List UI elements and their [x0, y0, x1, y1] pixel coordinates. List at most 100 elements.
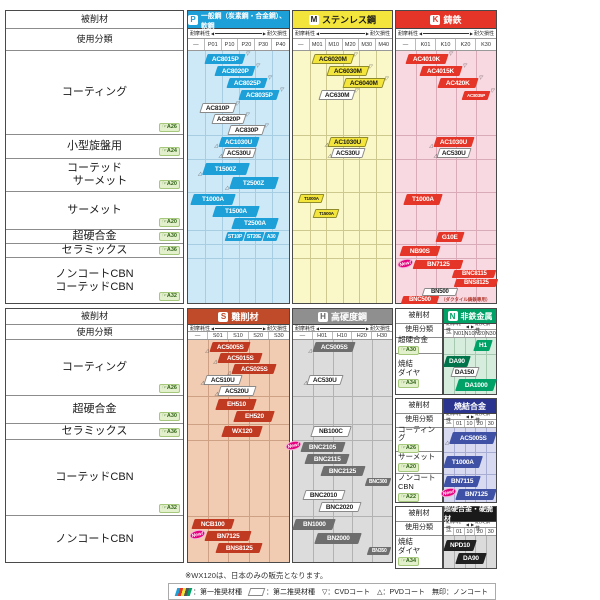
- wear-resistance-label: 耐摩耗性: [295, 31, 316, 37]
- pvd-coat-icon: △: [213, 143, 220, 149]
- usage-code-10: 10: [465, 420, 476, 427]
- grid-row-line: [293, 424, 392, 425]
- grid-row-line: [396, 244, 496, 245]
- grade-chip-AC8035P: AC8035P ▽: [238, 87, 285, 100]
- legend: ：第一推奨材種 ：第二推奨材種 ▽：CVDコート △：PVDコート 無印：ノンコ…: [168, 583, 496, 600]
- material-letter-badge: H: [317, 311, 328, 322]
- cvd-coat-icon: ▽: [383, 76, 390, 82]
- wear-fracture-axis: 耐摩耗性◀ ▶耐欠損性: [188, 29, 289, 39]
- grid-col-line: [310, 51, 311, 303]
- row-label-text: サーメット: [67, 204, 122, 217]
- grade-name: EH510: [226, 401, 246, 408]
- grade-chip-BNC2125: BNC2125: [320, 466, 366, 476]
- usage-code-01: 01: [454, 420, 465, 427]
- row-label-text: ダイヤ: [398, 545, 421, 555]
- grid-col-line: [475, 536, 476, 568]
- left-arrow-icon: ◀: [316, 31, 320, 36]
- right-arrow-icon: ▶: [262, 31, 266, 36]
- right-arrow-icon: ▶: [471, 522, 475, 527]
- grade-chip-AC6040M: AC6040M ▽: [342, 76, 390, 88]
- grade-name: DA90: [463, 555, 479, 562]
- usage-code-—: —: [293, 39, 310, 50]
- wear-resistance-label: 耐摩耗性: [398, 31, 419, 37]
- grid-row-line: [293, 440, 392, 441]
- row-label-top-2: コーテッド サーメット ☞A20: [6, 159, 183, 192]
- grade-name: A30: [266, 233, 276, 240]
- grid-col-line: [326, 51, 327, 303]
- grade-chip-EH510: EH510: [215, 399, 257, 410]
- usage-code-P40: P40: [275, 41, 286, 48]
- grid-col-line: [269, 340, 270, 562]
- axis-line: [423, 33, 469, 34]
- grade-chip-AC6030M: AC6030M ▽: [326, 64, 373, 76]
- pvd-coat-icon: △: [200, 380, 206, 386]
- grade-chip-BN7125: BN7125 New!: [439, 486, 497, 500]
- material-letter-badge: S: [218, 311, 229, 322]
- usage-code-—: —: [188, 332, 209, 339]
- row-label-bottom-4: ノンコートCBN: [6, 516, 183, 562]
- axis-line: [320, 327, 365, 329]
- grid-row-line: [396, 258, 496, 259]
- grade-name: T1000A: [303, 196, 319, 201]
- grade-name: AC6040M: [350, 79, 378, 87]
- grade-chip-AC4015K: AC4015K ▽: [419, 63, 468, 76]
- grade-chip-BNS8125: BNS8125: [453, 279, 499, 287]
- grid-col-line: [486, 338, 487, 394]
- grid-col-line: [465, 536, 466, 568]
- grade-name: AC630M: [324, 91, 350, 99]
- work-material-header-cell: 被削材: [396, 507, 442, 522]
- row-label-text: コーテッドCBN: [55, 280, 134, 293]
- grade-chip-NCB100: NCB100: [191, 519, 235, 529]
- grade-name: ST10P: [227, 233, 243, 240]
- grade-chip-NB90S: NB90S: [399, 246, 441, 256]
- grade-chip-AC5015S: AC5015S △: [213, 353, 263, 365]
- grade-name: DA90: [449, 358, 465, 365]
- grade-chip-AC530U: AC530U △: [303, 375, 344, 386]
- left-arrow-icon: ◀: [211, 325, 215, 331]
- grade-chip-G10E: G10E: [435, 232, 465, 242]
- usage-code-row: — K01 K10 K20 K30: [396, 39, 496, 51]
- grade-chip-AC820P: AC820P ▽: [211, 112, 250, 124]
- usage-code-H01: H01: [313, 332, 333, 339]
- grade-name: BN2000: [326, 535, 350, 542]
- usage-code-row: — M01 M10 M20 M30 M40: [293, 39, 392, 51]
- grid-col-line: [376, 51, 377, 303]
- chart-header-N: N 非鉄金属: [444, 309, 496, 324]
- usage-code-—: —: [444, 330, 455, 337]
- left-arrow-icon: ◀: [316, 325, 320, 331]
- usage-code-—: —: [188, 39, 205, 50]
- grade-name: AC5025S: [240, 365, 268, 373]
- grade-chip-T1000A: T1000A: [443, 456, 483, 468]
- grade-name: T1000A: [412, 196, 434, 203]
- grade-name: AC530U: [313, 376, 337, 384]
- grade-name: NB100C: [319, 428, 343, 435]
- row-label-top-1: 小型旋盤用 ☞A24: [6, 135, 183, 159]
- grade-name: T1000A: [452, 458, 474, 466]
- fracture-resistance-label: 耐欠損性: [369, 325, 390, 332]
- grade-chip-AC8035P: AC8035P ▽: [461, 88, 495, 100]
- pvd-coat-icon: △: [197, 171, 204, 177]
- grade-chip-T1500Z: T1500Z △: [197, 163, 250, 177]
- grade-name: BNC500: [409, 297, 431, 303]
- grid-col-line: [486, 536, 487, 568]
- grid-row-line: [188, 440, 289, 441]
- left-arrow-icon: ◀: [465, 324, 469, 329]
- grade-chip-BNS8125: BNS8125: [215, 543, 263, 553]
- grade-chip-BNC500: BNC500 （ダクタイル鋳鉄専用）: [400, 296, 490, 304]
- grid-row-line: [293, 159, 392, 160]
- page-ref-tag: ☞A32: [158, 503, 180, 513]
- row-label-text: コーティング: [61, 86, 128, 99]
- grade-chip-AC6020M: AC6020M ▽: [311, 52, 358, 64]
- chart-N: N非鉄金属耐摩耗性◀▶耐欠損性—N01N10N20N30H1DA90DA150D…: [443, 308, 497, 395]
- grid-row-line: [293, 135, 392, 136]
- grade-name: BNC2105: [309, 443, 337, 451]
- usage-class-header-cell: 使用分類: [6, 29, 183, 51]
- grade-name: AC530U: [442, 149, 466, 157]
- row-label-text: 超硬合金: [72, 403, 117, 416]
- grade-chip-AC5025S: AC5025S △: [227, 364, 277, 376]
- second-recommendation-chip-icon: [247, 587, 266, 596]
- usage-code-M30: M30: [359, 39, 376, 50]
- chart-header-H: H 高硬度鋼: [293, 309, 392, 325]
- grid-row-line: [293, 516, 392, 517]
